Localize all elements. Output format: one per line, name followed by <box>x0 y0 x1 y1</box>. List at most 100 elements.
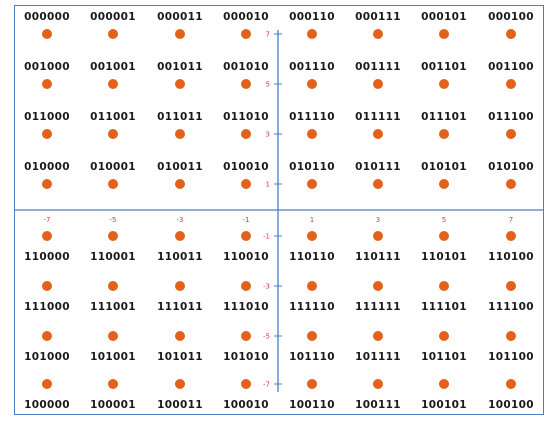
bit-code-label: 101001 <box>90 351 136 363</box>
bit-code-label: 000111 <box>355 11 401 23</box>
bit-code-label: 001001 <box>90 61 136 73</box>
constellation-point <box>439 79 449 89</box>
bit-code-label: 000110 <box>289 11 335 23</box>
constellation-point <box>175 179 185 189</box>
bit-code-label: 011011 <box>157 111 203 123</box>
constellation-point <box>506 231 516 241</box>
bit-code-label: 111100 <box>488 301 534 313</box>
bit-code-label: 011101 <box>421 111 467 123</box>
constellation-point <box>506 281 516 291</box>
constellation-point <box>506 379 516 389</box>
constellation-point <box>241 231 251 241</box>
y-tick-label: 7 <box>266 31 270 39</box>
constellation-point <box>108 29 118 39</box>
bit-code-label: 010101 <box>421 161 467 173</box>
bit-code-label: 100000 <box>24 399 70 411</box>
constellation-point <box>42 29 52 39</box>
bit-code-label: 000101 <box>421 11 467 23</box>
constellation-point <box>439 231 449 241</box>
constellation-point <box>175 281 185 291</box>
bit-code-label: 010000 <box>24 161 70 173</box>
y-tick-label: 1 <box>266 181 270 189</box>
constellation-point <box>42 129 52 139</box>
constellation-point <box>373 29 383 39</box>
bit-code-label: 101110 <box>289 351 335 363</box>
constellation-point <box>175 129 185 139</box>
constellation-point <box>108 129 118 139</box>
bit-code-label: 110111 <box>355 251 401 263</box>
bit-code-label: 101011 <box>157 351 203 363</box>
bit-code-label: 010010 <box>223 161 269 173</box>
bit-code-label: 000000 <box>24 11 70 23</box>
bit-code-label: 101101 <box>421 351 467 363</box>
bit-code-label: 110100 <box>488 251 534 263</box>
constellation-point <box>175 29 185 39</box>
constellation-point <box>506 79 516 89</box>
bit-code-label: 111110 <box>289 301 335 313</box>
bit-code-label: 010100 <box>488 161 534 173</box>
constellation-point <box>241 179 251 189</box>
bit-code-label: 001111 <box>355 61 401 73</box>
bit-code-label: 011001 <box>90 111 136 123</box>
constellation-point <box>506 331 516 341</box>
constellation-point <box>373 231 383 241</box>
x-tick-label: -5 <box>110 216 117 224</box>
constellation-point <box>439 129 449 139</box>
y-tick-label: -1 <box>263 233 270 241</box>
x-tick-label: -3 <box>177 216 184 224</box>
bit-code-label: 100110 <box>289 399 335 411</box>
bit-code-label: 110101 <box>421 251 467 263</box>
bit-code-label: 100011 <box>157 399 203 411</box>
x-tick-label: 3 <box>376 216 380 224</box>
bit-code-label: 101010 <box>223 351 269 363</box>
y-tick-label: -7 <box>263 381 270 389</box>
constellation-point <box>108 179 118 189</box>
constellation-point <box>373 281 383 291</box>
bit-code-label: 100101 <box>421 399 467 411</box>
bit-code-label: 001011 <box>157 61 203 73</box>
constellation-point <box>42 179 52 189</box>
bit-code-label: 110000 <box>24 251 70 263</box>
constellation-point <box>373 379 383 389</box>
bit-code-label: 001010 <box>223 61 269 73</box>
bit-code-label: 011010 <box>223 111 269 123</box>
y-tick-label: 3 <box>266 131 270 139</box>
constellation-point <box>373 79 383 89</box>
constellation-point <box>373 331 383 341</box>
x-tick-label: 5 <box>442 216 446 224</box>
bit-code-label: 000011 <box>157 11 203 23</box>
constellation-point <box>307 129 317 139</box>
bit-code-label: 100100 <box>488 399 534 411</box>
bit-code-label: 101111 <box>355 351 401 363</box>
bit-code-label: 011000 <box>24 111 70 123</box>
bit-code-label: 100001 <box>90 399 136 411</box>
constellation-point <box>241 331 251 341</box>
constellation-point <box>506 129 516 139</box>
constellation-point <box>439 29 449 39</box>
bit-code-label: 110011 <box>157 251 203 263</box>
constellation-point <box>241 79 251 89</box>
constellation-point <box>108 281 118 291</box>
x-tick-label: -7 <box>44 216 51 224</box>
constellation-point <box>42 379 52 389</box>
constellation-point <box>241 281 251 291</box>
constellation-point <box>42 79 52 89</box>
constellation-point <box>307 379 317 389</box>
constellation-point <box>439 379 449 389</box>
constellation-points: 000000 000001 000011 000010 000110 000111 0001… <box>24 11 534 411</box>
constellation-point <box>42 331 52 341</box>
bit-code-label: 010001 <box>90 161 136 173</box>
y-tick-label: -3 <box>263 283 270 291</box>
y-tick-label: -5 <box>263 333 270 341</box>
constellation-point <box>439 281 449 291</box>
constellation-point <box>108 331 118 341</box>
bit-code-label: 010011 <box>157 161 203 173</box>
constellation-point <box>175 79 185 89</box>
bit-code-label: 000010 <box>223 11 269 23</box>
bit-code-label: 011111 <box>355 111 401 123</box>
bit-code-label: 001110 <box>289 61 335 73</box>
bit-code-label: 101000 <box>24 351 70 363</box>
constellation-point <box>307 231 317 241</box>
bit-code-label: 101100 <box>488 351 534 363</box>
